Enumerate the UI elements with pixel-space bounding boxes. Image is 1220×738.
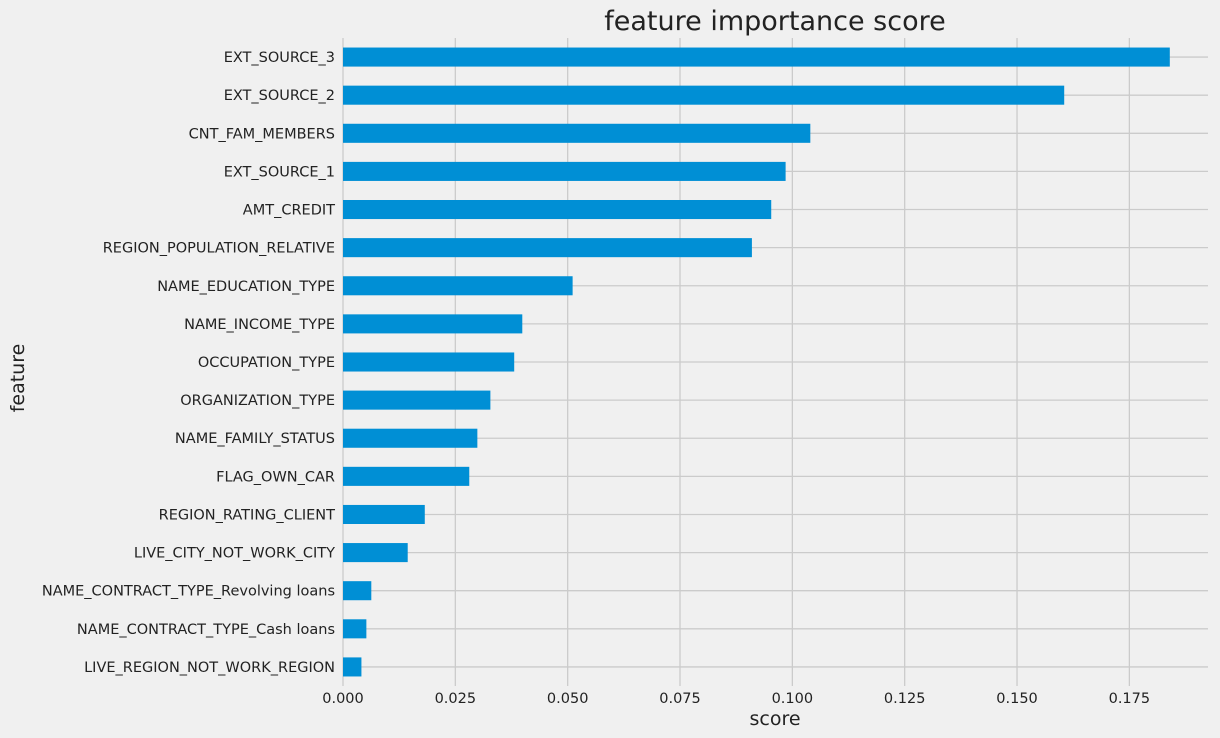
x-tick-label: 0.175 <box>1109 691 1151 707</box>
bar <box>343 581 372 601</box>
x-tick-label: 0.000 <box>322 691 364 707</box>
y-tick-label: NAME_INCOME_TYPE <box>184 317 335 333</box>
bar <box>343 276 573 296</box>
y-tick-labels: EXT_SOURCE_3 EXT_SOURCE_2 CNT_FAM_MEMBERS E… <box>42 50 335 676</box>
bar <box>343 657 362 677</box>
chart-title: feature importance score <box>604 6 945 37</box>
bar <box>343 238 752 258</box>
y-tick-label: LIVE_CITY_NOT_WORK_CITY <box>134 546 335 562</box>
y-tick-label: AMT_CREDIT <box>243 203 335 219</box>
y-tick-label: EXT_SOURCE_1 <box>224 164 335 180</box>
y-tick-label: EXT_SOURCE_3 <box>224 50 335 66</box>
bar <box>343 352 515 372</box>
y-tick-label: NAME_CONTRACT_TYPE_Revolving loans <box>42 584 335 600</box>
x-tick-label: 0.025 <box>435 691 477 707</box>
x-tick-labels: 0.000 0.025 0.050 0.075 0.100 0.125 0.150 0.175 <box>322 691 1150 707</box>
y-tick-label: CNT_FAM_MEMBERS <box>189 126 335 142</box>
y-tick-label: LIVE_REGION_NOT_WORK_REGION <box>84 660 335 676</box>
x-tick-label: 0.125 <box>884 691 926 707</box>
y-axis-label: feature <box>7 344 29 413</box>
y-tick-label: EXT_SOURCE_2 <box>224 88 335 104</box>
x-tick-label: 0.075 <box>659 691 701 707</box>
bar <box>343 428 478 448</box>
x-tick-label: 0.150 <box>996 691 1038 707</box>
bar <box>343 85 1065 105</box>
bar <box>343 200 772 220</box>
bar <box>343 47 1170 67</box>
y-tick-label: NAME_EDUCATION_TYPE <box>157 279 335 295</box>
bar <box>343 390 491 410</box>
bar <box>343 123 811 143</box>
bar <box>343 543 408 563</box>
y-tick-label: FLAG_OWN_CAR <box>216 469 335 485</box>
bar <box>343 619 367 639</box>
x-tick-label: 0.050 <box>547 691 589 707</box>
y-tick-label: NAME_FAMILY_STATUS <box>175 431 335 447</box>
bar <box>343 504 425 524</box>
x-axis-label: score <box>749 708 800 730</box>
y-tick-label: NAME_CONTRACT_TYPE_Cash loans <box>77 622 335 638</box>
bar <box>343 466 470 486</box>
bar <box>343 161 786 181</box>
bars <box>343 47 1170 677</box>
y-tick-label: ORGANIZATION_TYPE <box>180 393 335 409</box>
y-tick-label: OCCUPATION_TYPE <box>198 355 335 371</box>
y-tick-label: REGION_POPULATION_RELATIVE <box>103 241 335 257</box>
bar <box>343 314 523 334</box>
x-tick-label: 0.100 <box>772 691 814 707</box>
y-tick-label: REGION_RATING_CLIENT <box>159 507 335 523</box>
